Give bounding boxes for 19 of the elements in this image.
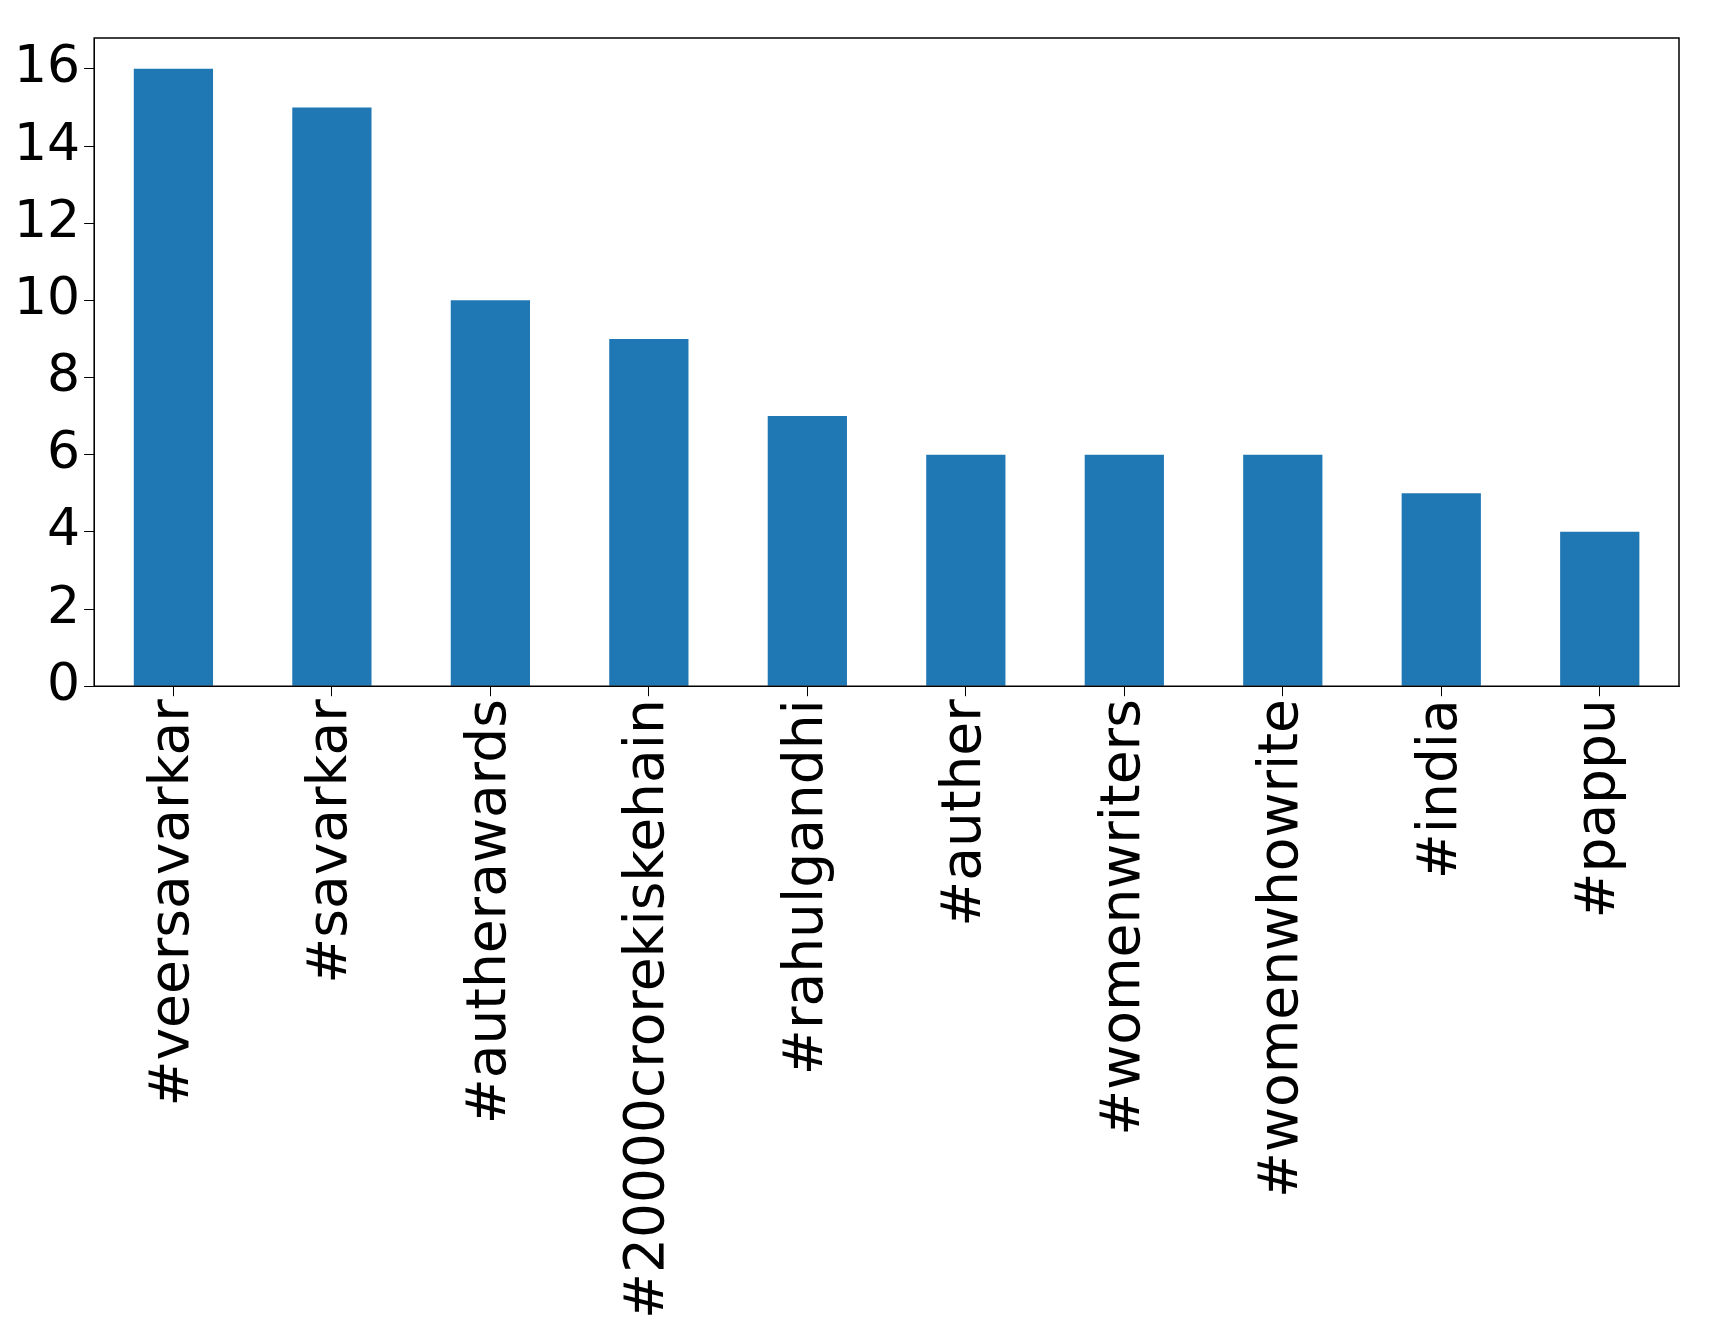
y-tick-label: 2	[47, 574, 81, 635]
y-tick-label: 4	[47, 497, 81, 558]
y-tick-label: 14	[14, 111, 81, 172]
x-tick-label: #veersavarkar	[136, 698, 201, 1107]
x-tick-label: #womenwriters	[1087, 699, 1152, 1136]
x-tick-label: #womenwhowrite	[1246, 699, 1311, 1198]
x-tick-label: #auther	[929, 698, 994, 927]
y-tick-label: 10	[14, 265, 81, 326]
x-tick-label: #pappu	[1563, 699, 1628, 919]
y-tick-label: 0	[47, 651, 81, 712]
y-tick-label: 6	[47, 420, 81, 481]
y-tick-label: 16	[14, 34, 81, 95]
x-tick-label: #india	[1404, 699, 1469, 880]
y-tick-label: 12	[14, 188, 81, 249]
y-tick-label: 8	[47, 343, 81, 404]
x-tick-label: #autherawards	[453, 699, 518, 1125]
x-tick-label: #rahulgandhi	[770, 699, 835, 1076]
x-tick-label: #savarkar	[295, 698, 360, 984]
x-tick-label: #20000crorekiskehain	[612, 699, 677, 1320]
